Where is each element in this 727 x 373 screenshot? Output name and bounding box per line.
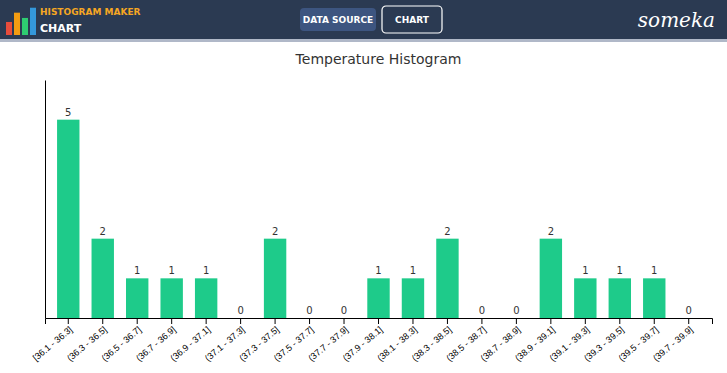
tick-mark bbox=[206, 318, 207, 324]
bar bbox=[298, 318, 320, 319]
tick-mark bbox=[550, 318, 551, 324]
tick-mark bbox=[240, 318, 241, 324]
tick-mark bbox=[275, 318, 276, 324]
bar bbox=[678, 318, 700, 319]
tick-mark bbox=[585, 318, 586, 324]
header: HISTOGRAM MAKER CHART DATA SOURCE CHART some… bbox=[0, 0, 727, 39]
tick-mark bbox=[654, 318, 655, 324]
bar bbox=[574, 278, 596, 318]
data-label: 0 bbox=[237, 305, 243, 316]
data-label: 1 bbox=[651, 265, 657, 276]
data-label: 1 bbox=[134, 265, 140, 276]
axis-line bbox=[46, 319, 713, 325]
bar bbox=[436, 239, 458, 318]
data-label: 2 bbox=[272, 226, 278, 237]
separator bbox=[0, 39, 727, 42]
bar bbox=[471, 318, 493, 319]
tick-mark bbox=[102, 318, 103, 324]
data-labels: 5 2 1 1 1 0 2 0 0 1 1 2 0 0 2 1 1 1 0 bbox=[65, 107, 692, 316]
icon-bar bbox=[14, 13, 20, 35]
bar bbox=[264, 239, 286, 318]
bar bbox=[540, 239, 562, 318]
tick-mark bbox=[309, 318, 310, 324]
bar bbox=[126, 278, 148, 318]
bar bbox=[367, 278, 389, 318]
axis-line bbox=[45, 81, 46, 319]
tick-mark bbox=[412, 318, 413, 324]
header-label: CHART bbox=[40, 22, 82, 35]
data-label: 0 bbox=[341, 305, 347, 316]
data-label: 1 bbox=[410, 265, 416, 276]
tick-mark bbox=[344, 318, 345, 324]
chart-title: Temperature Histogram bbox=[295, 51, 462, 67]
data-label: 1 bbox=[617, 265, 623, 276]
header-title: HISTOGRAM MAKER bbox=[40, 7, 141, 17]
data-label: 1 bbox=[375, 265, 381, 276]
nav-button bbox=[382, 6, 442, 33]
data-label: 1 bbox=[203, 265, 209, 276]
header-bar bbox=[0, 0, 727, 39]
data-label: 0 bbox=[306, 305, 312, 316]
bar bbox=[505, 318, 527, 319]
tick-mark bbox=[481, 318, 482, 324]
bar bbox=[402, 278, 424, 318]
tick-mark bbox=[447, 318, 448, 324]
data-label: 2 bbox=[100, 226, 106, 237]
bar bbox=[195, 278, 217, 318]
tick-mark bbox=[378, 318, 379, 324]
bar bbox=[160, 278, 182, 318]
data-label: 0 bbox=[479, 305, 485, 316]
bar bbox=[92, 239, 114, 318]
y-axis bbox=[45, 81, 46, 319]
nav-label: CHART bbox=[395, 15, 430, 25]
bar bbox=[57, 120, 79, 318]
tick-mark bbox=[516, 318, 517, 324]
tick-mark bbox=[619, 318, 620, 324]
data-label: 1 bbox=[168, 265, 174, 276]
brand: someka bbox=[638, 8, 715, 32]
icon-bar bbox=[30, 8, 36, 35]
tick-mark bbox=[68, 318, 69, 324]
bar bbox=[609, 278, 631, 318]
tick-label: (39.7 - 39.9] bbox=[651, 324, 695, 363]
tick: (39.7 - 39.9] bbox=[651, 318, 695, 363]
icon-bar bbox=[22, 18, 28, 35]
tick-mark bbox=[171, 318, 172, 324]
data-label: 1 bbox=[582, 265, 588, 276]
x-axis: [36.1 - 36.3](36.3 - 36.5](36.5 - 36.7](… bbox=[31, 318, 713, 363]
bar bbox=[229, 318, 251, 319]
bars bbox=[57, 120, 665, 318]
nav-button bbox=[300, 8, 376, 31]
tick-mark bbox=[137, 318, 138, 324]
data-label: 0 bbox=[686, 305, 692, 316]
data-label: 5 bbox=[65, 107, 71, 118]
nav-label: DATA SOURCE bbox=[303, 15, 373, 25]
data-label: 0 bbox=[513, 305, 519, 316]
icon-bar bbox=[6, 22, 12, 35]
tick-mark bbox=[688, 318, 689, 324]
chart-svg: HISTOGRAM MAKER CHART DATA SOURCE CHART some… bbox=[0, 0, 727, 373]
bar bbox=[333, 318, 355, 319]
data-label: 2 bbox=[548, 226, 554, 237]
data-label: 2 bbox=[444, 226, 450, 237]
bar bbox=[643, 278, 665, 318]
